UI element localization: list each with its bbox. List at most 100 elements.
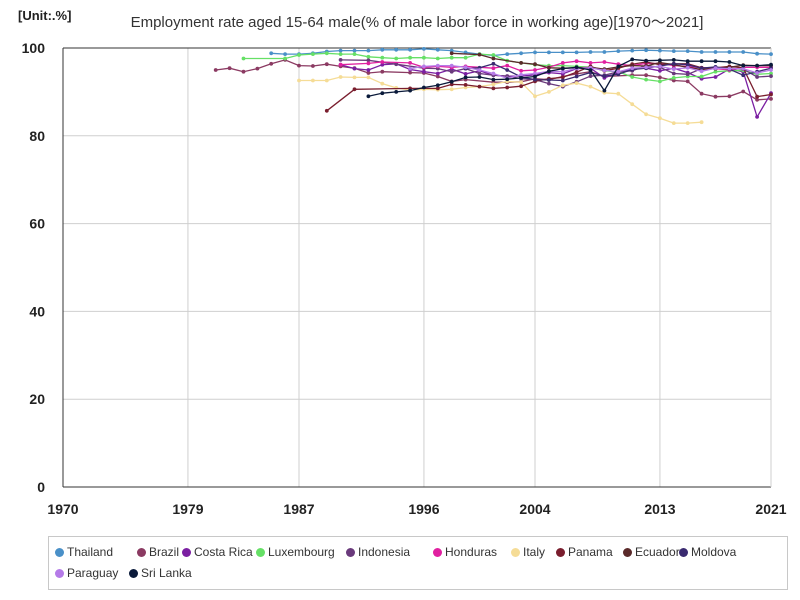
unit-label: [Unit:.%] [18,8,72,23]
data-point-brazil [644,73,648,78]
legend-item-ecuador: Ecuador [623,545,680,559]
data-point-sri-lanka [644,58,648,63]
data-point-honduras [338,62,343,67]
data-point-italy [366,75,371,80]
data-point-brazil [741,89,746,94]
data-point-moldova [602,74,607,78]
legend-item-panama: Panama [556,545,613,559]
data-point-brazil [324,62,329,67]
data-point-sri-lanka [769,62,773,67]
data-point-italy [588,84,593,89]
data-point-brazil [671,78,676,83]
data-point-paraguay [630,66,635,71]
data-point-italy [338,75,343,79]
data-point-thailand [616,49,621,53]
data-point-moldova [616,72,621,77]
data-point-sri-lanka [602,88,607,93]
data-point-ecuador [491,56,496,61]
data-point-sri-lanka [477,75,482,79]
data-point-thailand [602,50,607,54]
data-point-sri-lanka [533,74,537,79]
data-point-sri-lanka [588,68,593,72]
y-tick-label: 60 [29,216,45,232]
data-point-panama [477,84,482,89]
data-point-paraguay [491,71,496,76]
data-point-paraguay [422,64,426,69]
data-point-costa-rica [435,71,440,76]
data-point-luxembourg [422,55,426,60]
series-line-italy [299,76,702,124]
data-point-indonesia [366,58,371,63]
data-point-moldova [491,61,496,66]
data-point-honduras [366,61,371,66]
data-point-indonesia [547,81,551,86]
data-point-brazil [755,97,759,102]
data-point-paraguay [408,66,412,71]
data-point-honduras [491,66,496,71]
legend-label: Honduras [445,545,498,559]
data-point-thailand [435,47,440,52]
legend-label: Ecuador [635,545,680,559]
x-tick-label: 1996 [408,501,439,517]
legend-label: Moldova [691,545,737,559]
data-point-luxembourg [671,76,676,80]
data-point-honduras [408,61,412,65]
data-point-luxembourg [644,77,648,82]
data-point-moldova [574,74,579,79]
data-point-paraguay [755,71,759,75]
legend-item-honduras: Honduras [433,545,497,559]
data-point-italy [491,82,496,87]
data-point-brazil [435,74,440,79]
data-point-thailand [547,50,551,55]
data-point-sri-lanka [380,91,385,96]
legend-label: Costa Rica [194,545,253,559]
data-point-paraguay [685,65,690,70]
data-point-italy [547,90,551,94]
x-tick-label: 1987 [283,501,314,517]
data-point-brazil [769,97,773,101]
data-point-luxembourg [241,56,246,61]
data-point-italy [463,85,468,90]
data-point-thailand [699,50,704,54]
legend-marker [55,548,64,557]
data-point-costa-rica [352,66,357,71]
data-point-thailand [449,48,454,53]
data-point-sri-lanka [713,59,718,64]
legend-item-brazil: Brazil [137,545,179,559]
legend-marker [55,569,64,578]
data-point-paraguay [477,68,482,72]
data-point-brazil [380,69,385,74]
data-point-indonesia [588,74,593,78]
data-point-thailand [380,47,385,52]
data-point-costa-rica [713,75,718,79]
data-point-honduras [519,68,523,73]
data-point-luxembourg [324,51,329,56]
data-point-luxembourg [380,55,385,60]
data-point-italy [449,87,454,92]
data-point-brazil [311,64,315,68]
data-point-ecuador [547,65,551,70]
data-point-italy [352,75,357,80]
data-point-panama [352,87,357,92]
data-point-italy [574,81,579,85]
legend-item-indonesia: Indonesia [346,545,410,559]
data-point-luxembourg [463,55,468,60]
data-point-indonesia [769,74,773,78]
legend-item-sri-lanka: Sri Lanka [129,566,192,580]
series-line-brazil [215,59,772,101]
legend-marker [129,569,138,578]
data-point-italy [380,81,385,86]
legend: Thailand Brazil Costa Rica Luxembourg Indone… [48,536,788,590]
data-point-thailand [505,52,510,56]
data-point-paraguay [699,69,704,74]
data-point-italy [311,78,315,83]
data-point-thailand [366,48,371,53]
data-point-paraguay [519,72,523,77]
data-point-sri-lanka [422,85,426,90]
data-point-sri-lanka [741,63,746,68]
data-point-italy [685,121,690,125]
data-point-indonesia [685,72,690,77]
data-point-luxembourg [297,53,301,57]
data-point-panama [769,92,773,97]
data-point-luxembourg [560,63,565,68]
